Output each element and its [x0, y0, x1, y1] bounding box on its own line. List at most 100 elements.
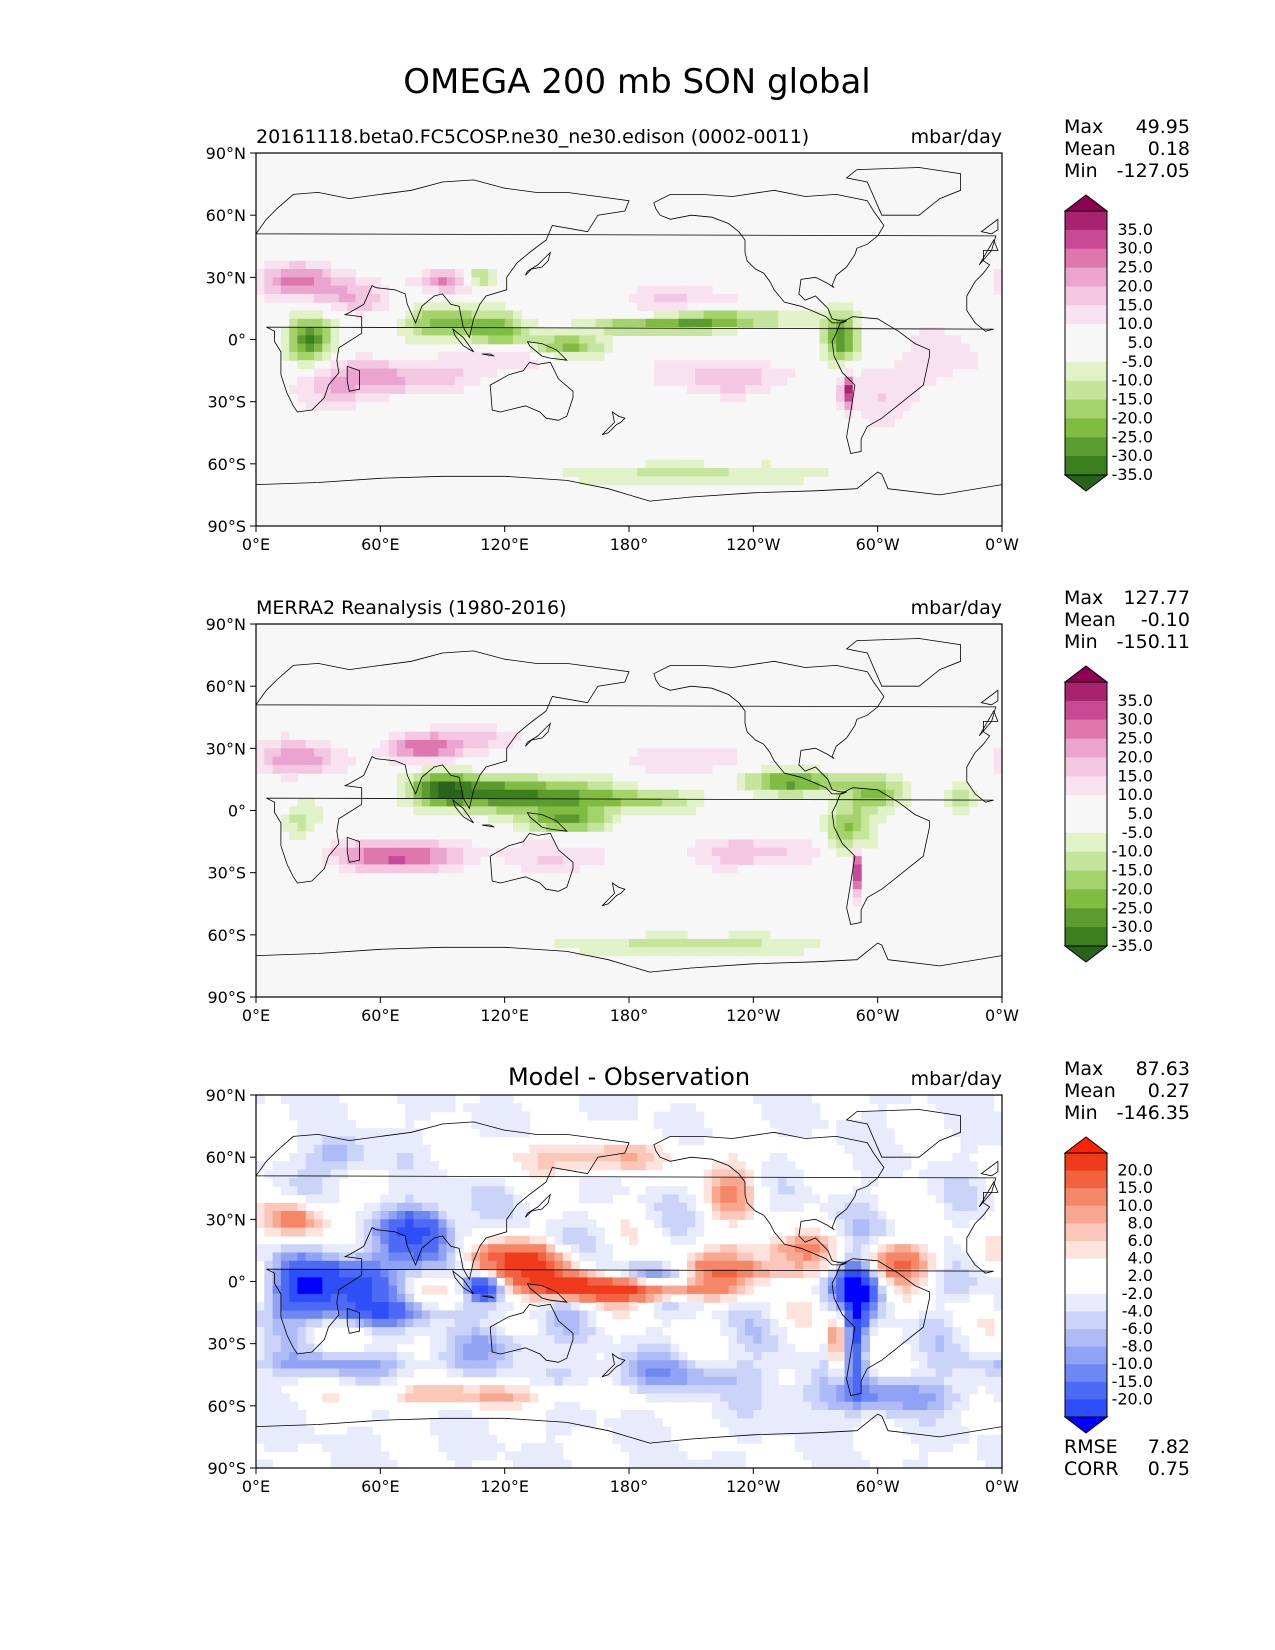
field-cell: [703, 293, 713, 303]
field-cell: [496, 1368, 506, 1378]
field-cell: [794, 939, 804, 948]
field-cell: [571, 814, 580, 824]
field-cell: [861, 385, 870, 394]
field-cell: [496, 1352, 506, 1361]
field-cell: [363, 1343, 373, 1353]
field-cell: [571, 1211, 580, 1220]
field-cell: [454, 806, 464, 816]
field-cell: [629, 1269, 638, 1278]
field-cell: [695, 1211, 705, 1220]
field-cell: [711, 1260, 721, 1270]
field-cell: [711, 839, 721, 849]
field-cell: [405, 1393, 415, 1403]
field-cell: [579, 1194, 589, 1204]
field-cell: [256, 1360, 265, 1370]
field-cell: [338, 1285, 348, 1295]
field-cell: [720, 1418, 730, 1428]
field-cell: [745, 1277, 754, 1287]
field-cell: [769, 939, 779, 948]
field-cell: [413, 1235, 423, 1245]
field-cell: [264, 1459, 274, 1468]
field-cell: [794, 1385, 804, 1394]
field-cell: [637, 1376, 647, 1386]
field-cell: [513, 1252, 522, 1262]
field-cell: [861, 839, 870, 849]
field-cell: [753, 1310, 763, 1320]
field-cell: [421, 798, 431, 807]
field-cell: [778, 1410, 788, 1419]
field-cell: [430, 789, 439, 799]
field-cell: [322, 1128, 332, 1138]
field-cell: [256, 1318, 265, 1328]
field-cell: [479, 1103, 489, 1113]
field-cell: [380, 1153, 390, 1162]
field-cell: [488, 1252, 497, 1262]
field-cell: [778, 1360, 788, 1370]
field-cell: [968, 1368, 978, 1378]
field-cell: [711, 1393, 721, 1403]
field-cell: [977, 1194, 986, 1204]
field-cell: [513, 327, 522, 336]
field-cell: [629, 939, 638, 948]
field-cell: [728, 1385, 738, 1394]
field-cell: [711, 756, 721, 766]
colorbar-extend-bottom: [1063, 945, 1109, 963]
field-cell: [836, 1128, 846, 1138]
field-cell: [720, 1260, 730, 1270]
field-cell: [355, 1161, 365, 1171]
field-cell: [305, 756, 315, 766]
field-cell: [620, 939, 630, 948]
field-cell: [711, 947, 721, 957]
field-cell: [960, 360, 970, 370]
field-cell: [363, 856, 373, 865]
field-cell: [380, 1252, 390, 1262]
field-cell: [811, 1285, 821, 1295]
colorbar-label: -20.0: [1112, 879, 1153, 898]
field-cell: [305, 360, 315, 370]
field-cell: [562, 1327, 572, 1336]
field-cell: [479, 806, 489, 816]
field-cell: [861, 1368, 870, 1378]
field-cell: [488, 1335, 497, 1345]
field-cell: [761, 1393, 771, 1403]
field-cell: [836, 343, 846, 353]
coastline: [526, 812, 568, 832]
field-cell: [960, 1194, 970, 1204]
field-cell: [322, 1293, 332, 1303]
field-cell: [968, 1285, 978, 1295]
field-cell: [513, 1277, 522, 1287]
field-cell: [305, 1318, 315, 1328]
field-cell: [794, 1128, 804, 1138]
field-cell: [653, 1310, 663, 1320]
field-cell: [844, 335, 854, 345]
field-cell: [695, 1227, 705, 1237]
field-cell: [272, 1202, 282, 1212]
colorbar-segment: [1065, 700, 1107, 721]
field-cell: [405, 1111, 415, 1121]
field-cell: [347, 302, 357, 312]
field-cell: [844, 798, 854, 807]
field-cell: [314, 351, 323, 361]
field-cell: [396, 847, 406, 857]
field-cell: [645, 1285, 655, 1295]
field-cell: [728, 1161, 738, 1171]
field-cell: [380, 393, 390, 403]
field-cell: [488, 1194, 497, 1204]
field-cell: [488, 1219, 497, 1229]
field-cell: [728, 1360, 738, 1370]
field-cell: [446, 1426, 456, 1436]
field-cell: [314, 1128, 323, 1138]
field-cell: [280, 1352, 290, 1361]
field-cell: [347, 1318, 357, 1328]
field-cell: [877, 1227, 887, 1237]
field-cell: [280, 1260, 290, 1270]
field-cell: [264, 260, 274, 270]
field-cell: [579, 468, 589, 477]
field-cell: [927, 1368, 937, 1378]
field-cell: [372, 1219, 381, 1229]
field-cell: [280, 1293, 290, 1303]
field-cell: [803, 1434, 812, 1444]
colorbar-label: -2.0: [1122, 1284, 1153, 1303]
field-cell: [363, 1459, 373, 1468]
field-cell: [803, 847, 812, 857]
